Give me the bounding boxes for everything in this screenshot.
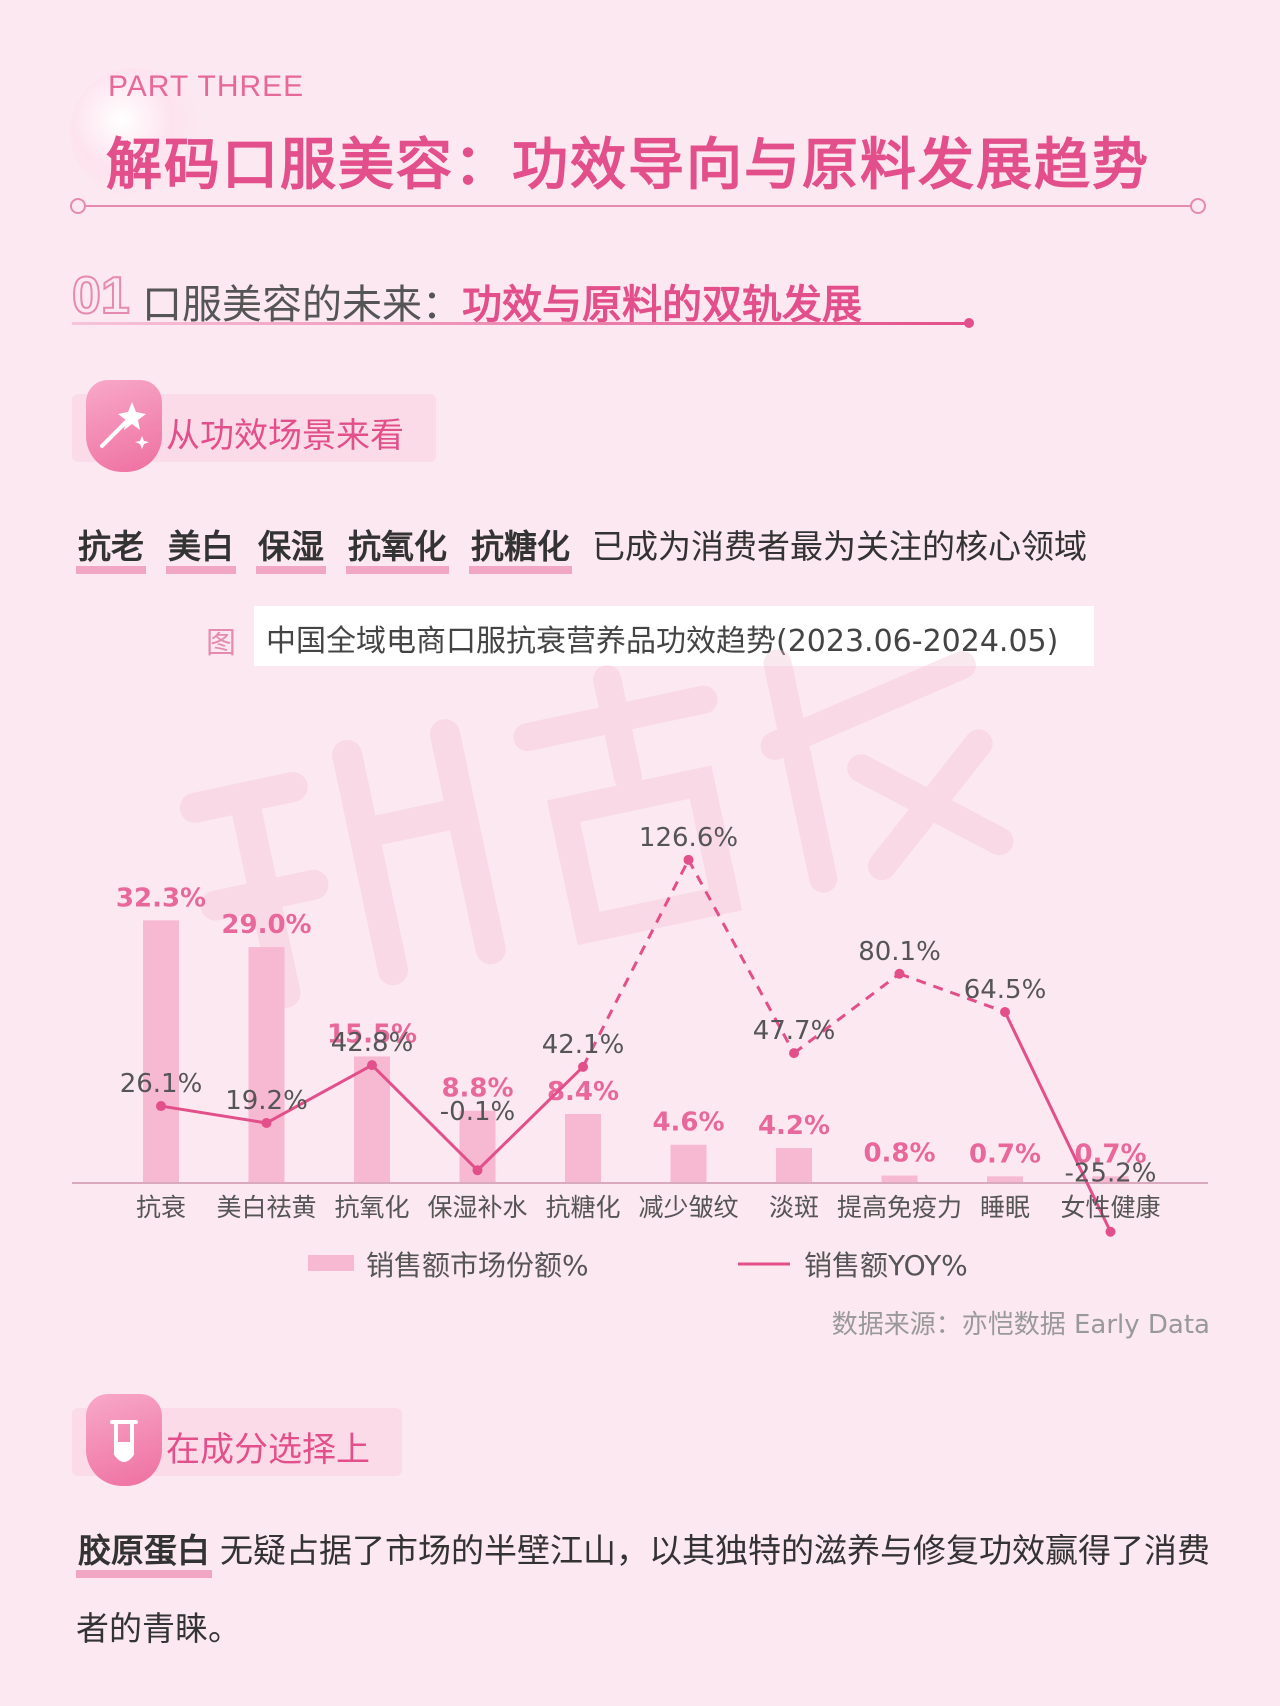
bar bbox=[565, 1113, 601, 1182]
x-tick-label: 减少皱纹 bbox=[638, 1193, 738, 1222]
yoy-line-segment bbox=[160, 1104, 267, 1125]
figure-label: 图 bbox=[206, 626, 236, 661]
legend-line-label: 销售额YOY% bbox=[804, 1249, 968, 1282]
bar-value-label: 8.8% bbox=[441, 1074, 513, 1104]
yoy-line-segment bbox=[793, 972, 901, 1055]
yoy-line-segment bbox=[265, 1063, 373, 1125]
watermark-logo bbox=[143, 570, 1097, 1101]
section-title: 口服美容的未来：功效与原料的双轨发展 bbox=[142, 272, 862, 330]
divider-dot-left bbox=[70, 198, 86, 214]
yoy-line-segment bbox=[1003, 1011, 1112, 1233]
tag-word: 美白 bbox=[166, 527, 236, 574]
x-tick-label: 抗糖化 bbox=[545, 1193, 620, 1222]
yoy-point bbox=[367, 1060, 377, 1071]
bar bbox=[354, 1056, 390, 1182]
bar bbox=[1092, 1176, 1129, 1182]
bar-value-label: 4.6% bbox=[652, 1108, 724, 1138]
subheading-efficacy: 从功效场景来看 bbox=[166, 416, 404, 456]
subheading-ingredients: 在成分选择上 bbox=[166, 1430, 370, 1470]
x-tick-label: 睡眠 bbox=[980, 1193, 1030, 1222]
x-tick-label: 美白祛黄 bbox=[216, 1193, 316, 1222]
yoy-point bbox=[156, 1101, 166, 1112]
data-source: 数据来源：亦恺数据 Early Data bbox=[831, 1310, 1210, 1340]
section-number: 01 bbox=[71, 266, 131, 326]
bar bbox=[670, 1144, 707, 1182]
tag-word: 抗氧化 bbox=[346, 527, 449, 574]
tag-word: 抗糖化 bbox=[469, 527, 572, 574]
bar-value-label: 4.2% bbox=[758, 1111, 830, 1141]
section-title-highlight: 功效与原料的双轨发展 bbox=[462, 282, 862, 328]
bar bbox=[987, 1176, 1023, 1182]
yoy-line-segment bbox=[898, 972, 1006, 1014]
yoy-value-label: 19.2% bbox=[225, 1086, 308, 1116]
page-title: 解码口服美容：功效导向与原料发展趋势 bbox=[106, 133, 1150, 198]
yoy-line-segment bbox=[581, 859, 690, 1068]
yoy-point bbox=[894, 968, 905, 979]
yoy-point bbox=[1105, 1226, 1116, 1237]
yoy-value-label: -25.2% bbox=[1065, 1159, 1157, 1189]
bar bbox=[776, 1147, 812, 1182]
x-tick-label: 抗氧化 bbox=[334, 1193, 409, 1222]
yoy-point bbox=[789, 1048, 799, 1059]
decorative-circle bbox=[70, 68, 200, 198]
yoy-value-label: 64.5% bbox=[964, 975, 1047, 1005]
bar bbox=[248, 947, 285, 1182]
bar bbox=[143, 920, 179, 1182]
tag-word: 胶原蛋白 bbox=[76, 1531, 212, 1578]
yoy-line-segment bbox=[370, 1064, 479, 1172]
bar-value-label: 29.0% bbox=[221, 910, 311, 940]
yoy-value-label: -0.1% bbox=[440, 1097, 515, 1127]
yoy-line-segment bbox=[687, 859, 796, 1054]
x-tick-label: 提高免疫力 bbox=[837, 1193, 962, 1222]
yoy-point bbox=[1000, 1006, 1010, 1017]
tag-word: 保湿 bbox=[256, 527, 326, 574]
yoy-value-label: 26.1% bbox=[120, 1069, 203, 1099]
bar bbox=[881, 1175, 918, 1182]
legend-bar-swatch bbox=[308, 1255, 354, 1271]
bar-value-label: 0.7% bbox=[969, 1139, 1041, 1169]
yoy-point bbox=[472, 1165, 483, 1176]
yoy-value-label: 42.8% bbox=[331, 1028, 414, 1058]
magic-wand-sparkle-icon bbox=[86, 380, 162, 472]
divider-dot-right bbox=[1190, 198, 1206, 214]
section-title-prefix: 口服美容的未来： bbox=[142, 282, 462, 328]
test-tube-icon bbox=[86, 1394, 162, 1486]
x-tick-label: 抗衰 bbox=[136, 1193, 186, 1222]
bar-value-label: 0.8% bbox=[863, 1139, 935, 1169]
yoy-value-label: 126.6% bbox=[639, 823, 738, 853]
yoy-point bbox=[578, 1061, 588, 1072]
legend-bar-label: 销售额市场份额% bbox=[366, 1249, 589, 1282]
yoy-line-segment bbox=[476, 1065, 585, 1172]
bar-value-label: 0.7% bbox=[1074, 1139, 1146, 1169]
yoy-point bbox=[261, 1117, 272, 1128]
figure-title-box bbox=[254, 606, 1094, 666]
section-underline bbox=[72, 322, 970, 325]
yoy-value-label: 47.7% bbox=[753, 1016, 836, 1046]
bar-value-label: 15.5% bbox=[327, 1019, 417, 1049]
paragraph-text: 无疑占据了市场的半壁江山，以其独特的滋养与修复功效赢得了消费者的青睐。 bbox=[76, 1531, 1210, 1648]
yoy-value-label: 80.1% bbox=[858, 937, 941, 967]
part-label: PART THREE bbox=[108, 70, 305, 103]
tagline-rest: 已成为消费者最为关注的核心领域 bbox=[592, 527, 1087, 566]
tag-word: 抗老 bbox=[76, 527, 146, 574]
section-underline-dot bbox=[964, 318, 974, 328]
chart-title: 中国全域电商口服抗衰营养品功效趋势(2023.06-2024.05) bbox=[266, 624, 1059, 659]
yoy-value-label: 42.1% bbox=[542, 1030, 625, 1060]
yoy-point bbox=[683, 854, 694, 865]
x-tick-label: 女性健康 bbox=[1060, 1193, 1160, 1222]
ingredient-paragraph: 胶原蛋白 无疑占据了市场的半壁江山，以其独特的滋养与修复功效赢得了消费者的青睐。 bbox=[76, 1512, 1216, 1668]
bar-value-label: 32.3% bbox=[116, 883, 206, 913]
header-divider bbox=[78, 205, 1198, 207]
x-tick-label: 保湿补水 bbox=[427, 1193, 527, 1222]
efficacy-tagline: 抗老 美白 保湿 抗氧化 抗糖化 已成为消费者最为关注的核心领域 bbox=[76, 520, 1087, 574]
x-tick-label: 淡斑 bbox=[769, 1193, 819, 1222]
